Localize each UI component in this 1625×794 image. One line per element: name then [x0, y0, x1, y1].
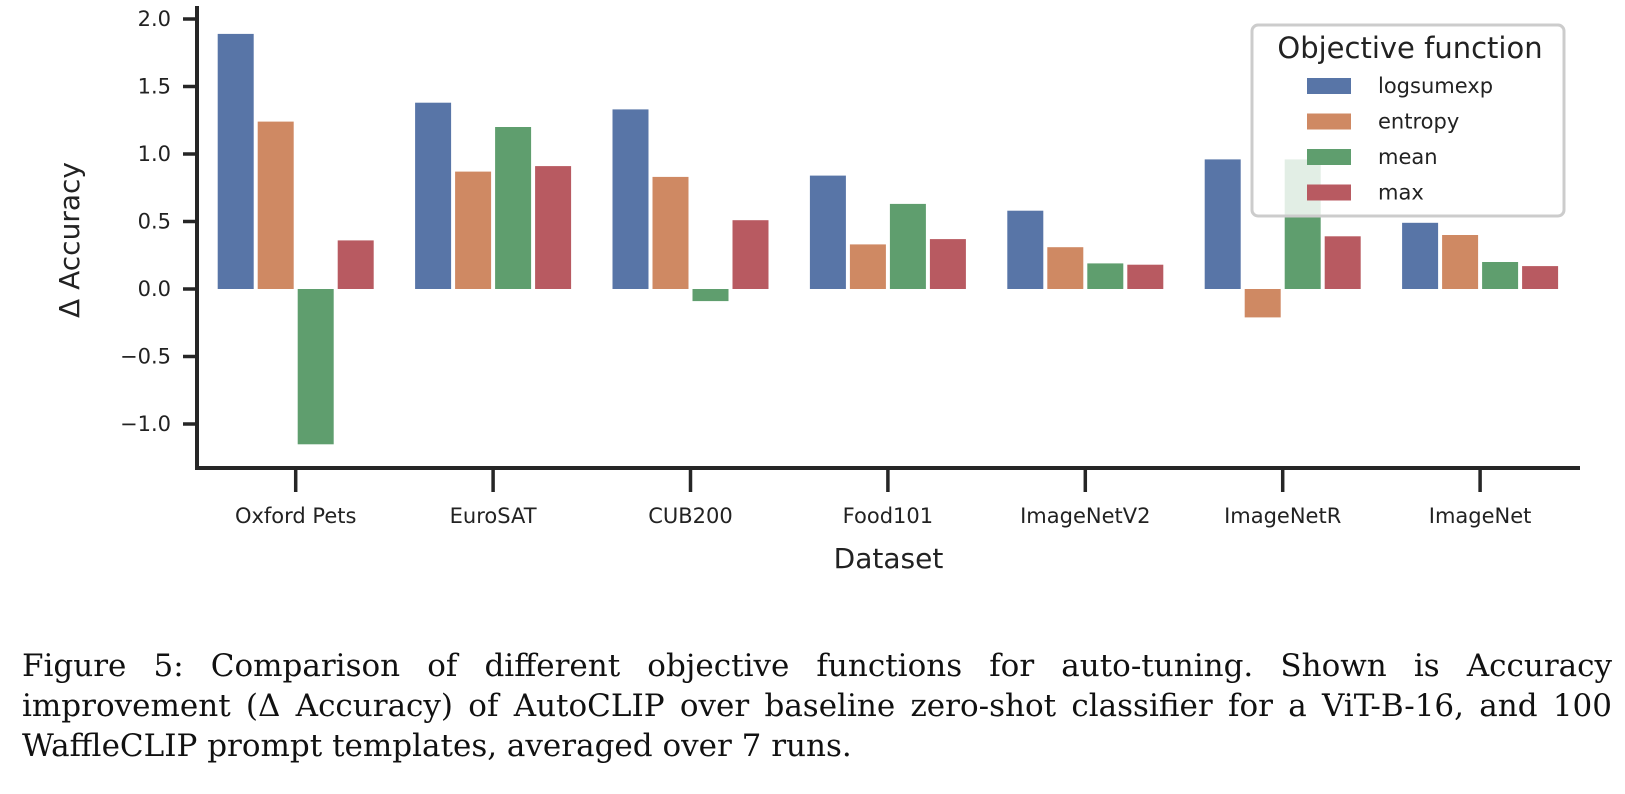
bar-max-oxford-pets: [337, 240, 374, 289]
legend-swatch-entropy: [1307, 113, 1351, 130]
bar-mean-cub200: [692, 289, 729, 302]
bar-logsumexp-imagenetr: [1204, 159, 1241, 289]
legend-label-mean: mean: [1378, 145, 1438, 169]
y-tick-label: −0.5: [120, 345, 171, 369]
y-tick-label: −1.0: [120, 412, 171, 436]
bar-logsumexp-eurosat: [415, 102, 452, 289]
legend-label-max: max: [1378, 181, 1424, 205]
y-tick-label: 0.0: [138, 277, 171, 301]
x-axis-title: Dataset: [834, 542, 944, 575]
bar-logsumexp-food101: [809, 175, 846, 289]
bar-logsumexp-imagenetv2: [1007, 210, 1044, 289]
bar-mean-eurosat: [495, 127, 532, 289]
bar-entropy-imagenet: [1442, 235, 1479, 289]
legend-box: [1250, 23, 1566, 218]
bar-mean-imagenet: [1482, 262, 1519, 289]
y-tick-label: 1.0: [138, 142, 171, 166]
x-tick-label: ImageNetR: [1224, 504, 1341, 528]
bar-max-food101: [929, 239, 966, 289]
legend-title: Objective function: [1277, 31, 1542, 65]
bar-entropy-imagenetr: [1244, 289, 1281, 318]
figure-caption: Figure 5: Comparison of different object…: [22, 648, 1612, 764]
legend-swatch-mean: [1307, 149, 1351, 165]
y-tick-label: 0.5: [138, 210, 171, 234]
x-tick-label: EuroSAT: [450, 504, 537, 528]
y-axis-title: Δ Accuracy: [53, 162, 86, 318]
bar-chart: 2.0 1.5 1.0 0.5 0.0 −0.5 −1.0 Oxford Pets EuroSA…: [53, 6, 1580, 575]
bar-max-imagenetr: [1324, 236, 1361, 289]
x-tick-label: CUB200: [648, 504, 733, 528]
y-tick-label: 2.0: [138, 7, 171, 31]
legend-swatch-max: [1307, 184, 1351, 201]
x-tick-label: Food101: [843, 504, 933, 528]
bar-entropy-imagenetv2: [1047, 247, 1084, 289]
bar-entropy-eurosat: [455, 171, 492, 289]
axes-layer: 2.0 1.5 1.0 0.5 0.0 −0.5 −1.0 Oxford Pets EuroSA…: [53, 6, 1580, 575]
bars-layer: [217, 33, 1559, 445]
bar-entropy-cub200: [652, 176, 689, 289]
legend-label-logsumexp: logsumexp: [1378, 74, 1493, 98]
x-tick-label: Oxford Pets: [235, 504, 356, 528]
legend-label-entropy: entropy: [1378, 110, 1459, 134]
bar-max-imagenetv2: [1127, 264, 1164, 289]
bar-logsumexp-cub200: [612, 109, 649, 290]
bar-max-imagenet: [1522, 266, 1559, 289]
legend: Objective function logsumexp entropy mean ma…: [1250, 23, 1566, 218]
bar-logsumexp-imagenet: [1402, 222, 1439, 289]
bar-entropy-oxford-pets: [257, 121, 294, 289]
bar-mean-food101: [889, 203, 926, 289]
bar-max-eurosat: [535, 166, 572, 289]
x-tick-label: ImageNetV2: [1020, 504, 1150, 528]
x-tick-label: ImageNet: [1429, 504, 1532, 528]
bar-mean-imagenetv2: [1087, 263, 1124, 289]
bar-entropy-food101: [849, 244, 886, 289]
y-tick-label: 1.5: [138, 75, 171, 99]
bar-max-cub200: [732, 220, 769, 289]
bar-mean-oxford-pets: [297, 289, 334, 445]
bar-logsumexp-oxford-pets: [217, 33, 254, 290]
legend-swatch-logsumexp: [1307, 78, 1351, 94]
